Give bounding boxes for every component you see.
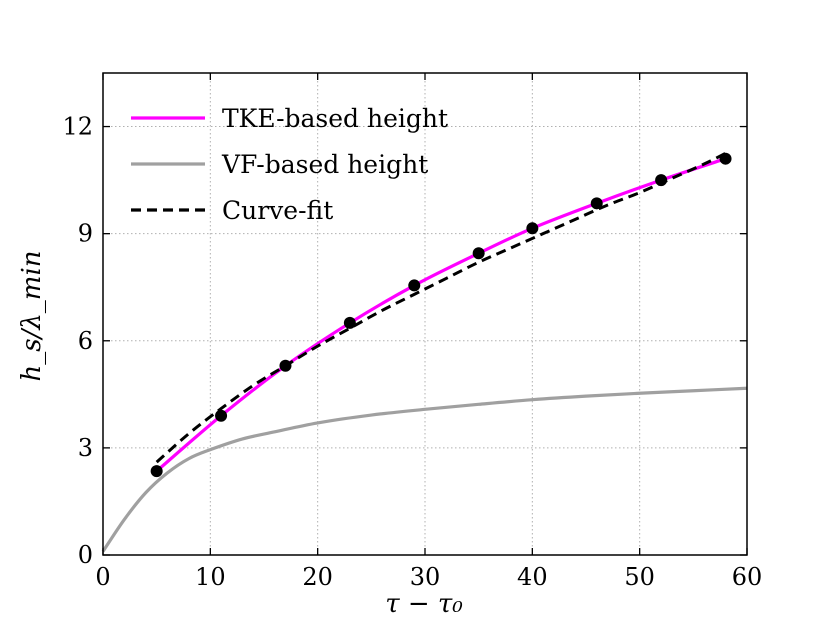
x-tick-label: 20 bbox=[302, 563, 333, 591]
y-tick-label: 12 bbox=[62, 113, 93, 141]
data-point bbox=[655, 174, 668, 187]
series-line-vf-based-height bbox=[101, 386, 748, 553]
x-axis-label: τ − τ₀ bbox=[385, 589, 463, 619]
y-tick-label: 6 bbox=[78, 327, 93, 355]
x-tick-label: 10 bbox=[195, 563, 226, 591]
legend: TKE-based height VF-based height Curve-fit bbox=[131, 104, 448, 225]
data-point bbox=[472, 247, 485, 260]
legend-label: TKE-based height bbox=[222, 104, 448, 133]
data-point bbox=[590, 197, 603, 210]
y-tick-label: 9 bbox=[78, 220, 93, 248]
data-point bbox=[215, 409, 228, 422]
grid bbox=[103, 73, 747, 555]
data-point bbox=[343, 316, 356, 329]
data-point bbox=[408, 279, 421, 292]
x-tick-label: 40 bbox=[517, 563, 548, 591]
data-point bbox=[526, 222, 539, 235]
data-point bbox=[150, 465, 163, 478]
data-point bbox=[719, 152, 732, 165]
legend-label: Curve-fit bbox=[222, 196, 333, 225]
series-line-tke-based-height bbox=[155, 157, 727, 473]
y-tick-label: 3 bbox=[78, 434, 93, 462]
series-line-curve-fit bbox=[155, 151, 727, 464]
x-tick-label: 60 bbox=[732, 563, 763, 591]
data-point bbox=[279, 359, 292, 372]
x-tick-label: 30 bbox=[410, 563, 441, 591]
y-axis-label: h_s/λ_min bbox=[17, 250, 47, 381]
series-layer bbox=[101, 151, 748, 553]
tick-labels: 0 10 20 30 40 50 60 0 3 6 9 12 bbox=[62, 113, 762, 591]
x-tick-label: 0 bbox=[95, 563, 110, 591]
legend-label: VF-based height bbox=[221, 150, 428, 179]
x-tick-label: 50 bbox=[624, 563, 655, 591]
markers-layer bbox=[150, 152, 732, 478]
y-tick-label: 0 bbox=[78, 541, 93, 569]
ticks bbox=[102, 73, 748, 556]
